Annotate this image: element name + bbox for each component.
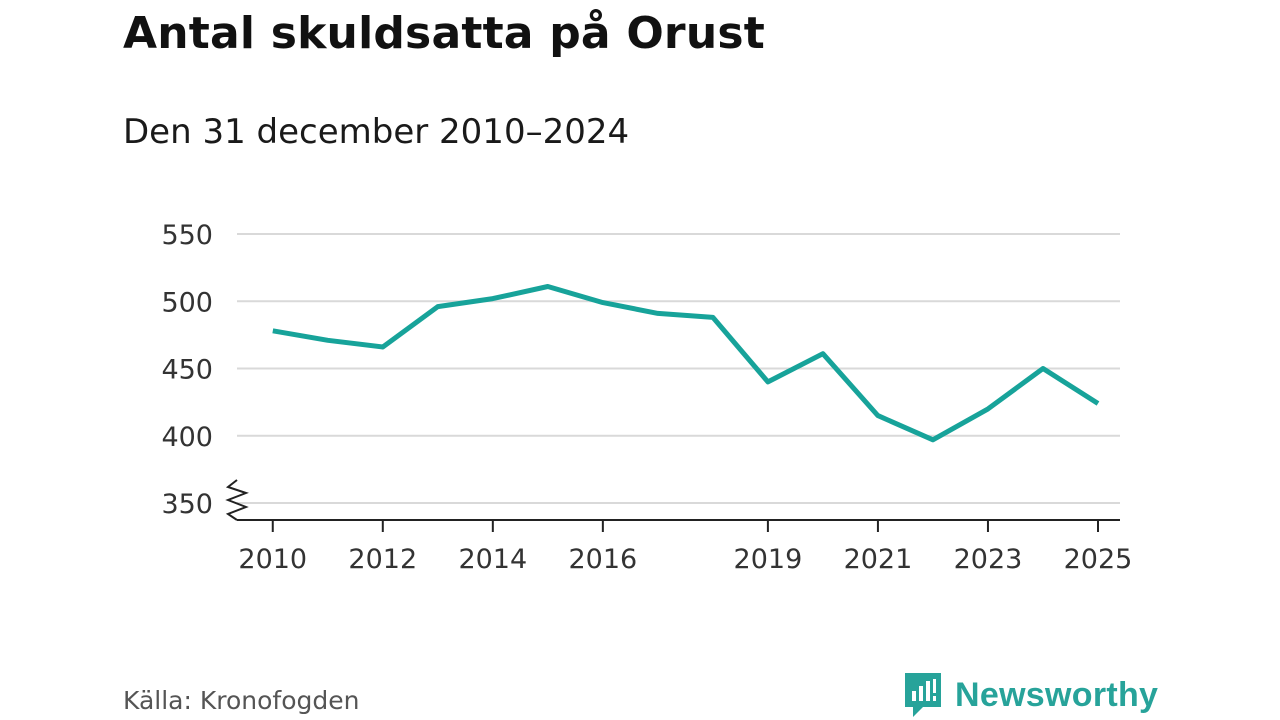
x-axis [237,519,1120,532]
x-tick-label-2014: 2014 [458,544,527,575]
chart-title: Antal skuldsatta på Orust [123,8,765,59]
x-tick-label-2019: 2019 [734,544,803,575]
newsworthy-logo-icon [905,673,941,717]
newsworthy-logo: Newsworthy [903,671,1158,719]
x-tick-label-2025: 2025 [1064,544,1133,575]
y-axis-labels: 550 500 450 400 350 [161,220,213,520]
x-tick-label-2021: 2021 [844,544,913,575]
gridlines [225,233,1120,521]
newsworthy-logo-text: Newsworthy [955,675,1159,714]
series-layer [272,284,1100,443]
x-tick-label-2016: 2016 [568,544,637,575]
x-tick-label-2023: 2023 [954,544,1023,575]
y-tick-label-400: 400 [161,422,213,453]
series-line-0 [272,284,1100,443]
y-axis-break [225,479,249,521]
chart-subtitle: Den 31 december 2010–2024 [123,112,630,152]
y-tick-label-500: 500 [161,287,213,318]
source-note: Källa: Kronofogden [123,686,360,715]
x-tick-label-2012: 2012 [348,544,417,575]
x-tick-label-2010: 2010 [238,544,307,575]
y-tick-label-550: 550 [161,220,213,251]
x-axis-labels: 2010 2012 2014 2016 2019 2021 2023 2025 [238,544,1132,575]
y-tick-label-450: 450 [161,355,213,386]
y-tick-label-350: 350 [161,489,213,520]
